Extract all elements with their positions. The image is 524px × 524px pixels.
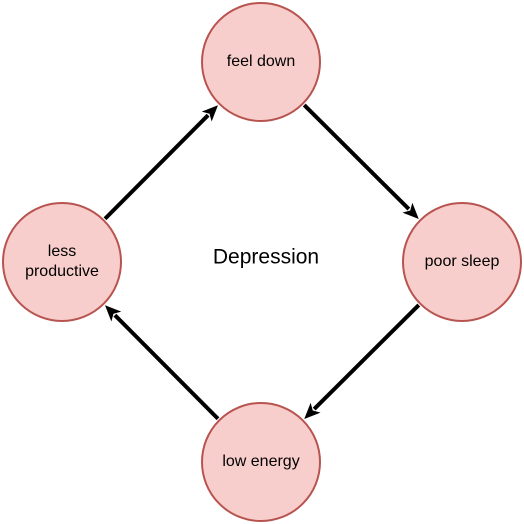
arrowhead-icon <box>105 305 122 322</box>
node-circle-low-energy <box>201 402 321 522</box>
edge-poor-sleep-to-low-energy <box>304 303 421 419</box>
node-poor-sleep: poor sleep <box>402 202 522 322</box>
node-less-productive: less productive <box>2 202 122 322</box>
arrowhead-icon <box>304 402 321 419</box>
node-low-energy: low energy <box>201 402 321 522</box>
edges-layer <box>103 103 421 421</box>
edge-feel-down-to-poor-sleep <box>302 103 419 219</box>
edge-line <box>302 103 411 211</box>
node-label-feel-down: feel down <box>227 53 296 70</box>
edge-line <box>312 303 421 411</box>
arrowhead-icon <box>201 105 218 122</box>
node-feel-down: feel down <box>201 2 321 122</box>
edge-less-productive-to-feel-down <box>103 105 218 221</box>
node-circle-less-productive <box>2 202 122 322</box>
edge-line <box>113 313 220 421</box>
node-label-poor-sleep: poor sleep <box>425 253 500 270</box>
node-circle-poor-sleep <box>402 202 522 322</box>
edge-low-energy-to-less-productive <box>105 305 220 421</box>
edge-line <box>103 113 210 221</box>
arrowhead-icon <box>402 202 419 219</box>
node-circle-feel-down <box>201 2 321 122</box>
node-label-low-energy: low energy <box>222 453 299 470</box>
center-label: Depression <box>213 246 319 269</box>
node-label-less-productive: less <box>48 243 76 260</box>
node-label-less-productive: productive <box>25 263 99 280</box>
